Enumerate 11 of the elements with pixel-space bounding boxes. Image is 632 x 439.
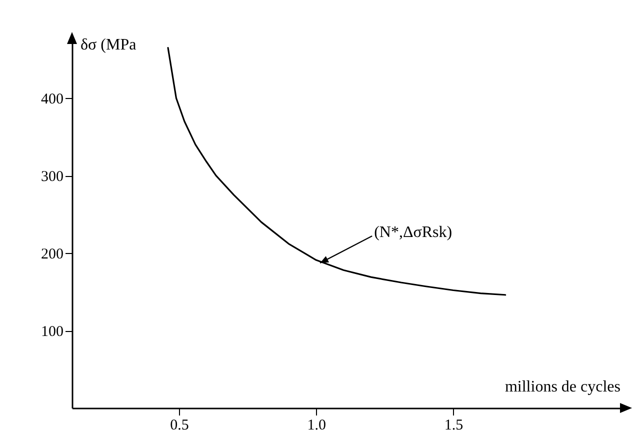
x-tick-label: 1.0: [307, 418, 326, 434]
x-tick-label: 1.5: [444, 418, 464, 434]
annotation: (N*,ΔσRsk): [374, 224, 452, 242]
x-tick-label: 0.5: [170, 418, 189, 434]
y-tick-label: 400: [41, 92, 64, 108]
y-tick-label: 100: [41, 324, 64, 340]
x-axis-title: millions de cycles: [504, 378, 620, 396]
y-tick-label: 300: [41, 169, 64, 186]
y-axis-title: δσ (MPa: [80, 36, 136, 54]
y-tick-label: 200: [41, 246, 64, 263]
line-series: [167, 46, 506, 296]
